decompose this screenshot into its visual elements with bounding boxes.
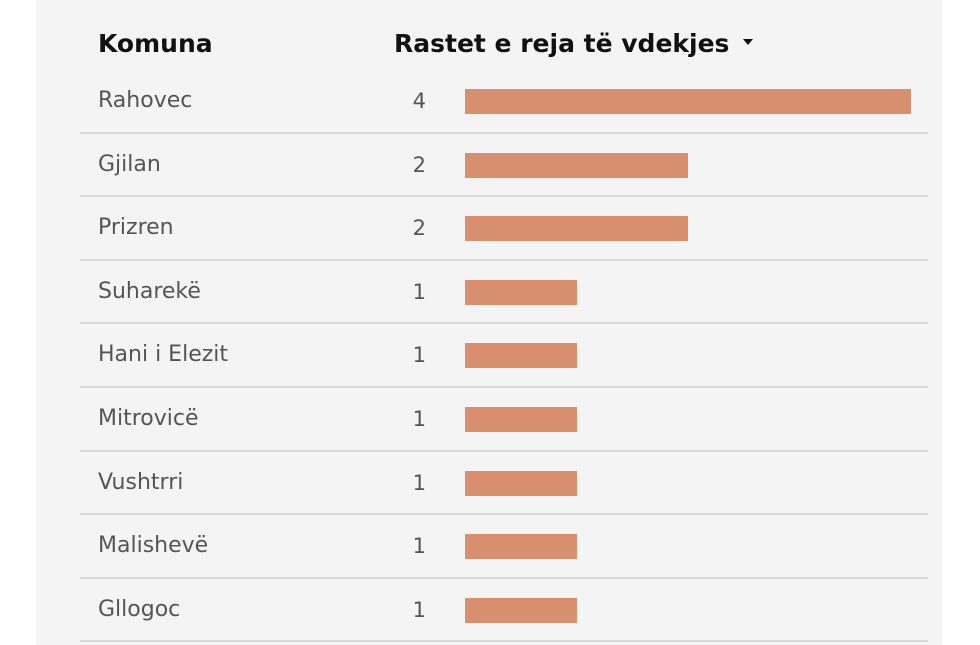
row-komuna-name: Malishevë <box>98 533 209 559</box>
table-row: Malishevë 1 <box>80 515 928 579</box>
row-komuna-name: Mitrovicë <box>98 405 199 431</box>
table-row: Rahovec 4 <box>80 70 928 134</box>
row-value-label: 1 <box>412 470 426 495</box>
table-row: Gjilan 2 <box>80 134 928 198</box>
row-bar <box>465 216 688 242</box>
row-value-label: 1 <box>412 343 426 368</box>
row-value-label: 2 <box>412 152 426 177</box>
row-value-label: 1 <box>412 597 426 622</box>
row-komuna-name: Suharekë <box>98 278 201 304</box>
row-bar <box>465 470 577 496</box>
row-value-label: 1 <box>412 534 426 559</box>
row-komuna-name: Gjilan <box>98 151 161 177</box>
table-panel: Komuna Rastet e reja të vdekjes Rahovec 4… <box>36 0 942 645</box>
column-header-value-label: Rastet e reja të vdekjes <box>394 29 730 58</box>
table-row: Suharekë 1 <box>80 261 928 325</box>
table-header: Komuna Rastet e reja të vdekjes <box>98 28 928 62</box>
row-komuna-name: Rahovec <box>98 88 193 113</box>
caret-down-icon[interactable] <box>743 39 754 45</box>
row-value-label: 4 <box>412 89 426 113</box>
row-bar <box>465 152 688 178</box>
row-bar <box>465 534 577 560</box>
row-value-label: 2 <box>412 216 426 241</box>
column-header-value[interactable]: Rastet e reja të vdekjes <box>394 28 754 60</box>
row-value-label: 1 <box>412 406 426 431</box>
table-body: Rahovec 4 Gjilan 2 Prizren 2 Suharekë 1 Hani i E… <box>80 70 928 643</box>
table-row: Mitrovicë 1 <box>80 388 928 452</box>
column-header-komuna[interactable]: Komuna <box>98 29 213 58</box>
row-komuna-name: Prizren <box>98 215 174 241</box>
row-bar <box>465 406 577 432</box>
row-bar <box>465 597 577 623</box>
row-komuna-name: Gllogoc <box>98 596 181 622</box>
row-value-label: 1 <box>412 279 426 304</box>
row-komuna-name: Hani i Elezit <box>98 342 229 368</box>
row-komuna-name: Vushtrri <box>98 469 184 495</box>
table-row: Vushtrri 1 <box>80 452 928 516</box>
table-row: Prizren 2 <box>80 197 928 261</box>
table-row: Gllogoc 1 <box>80 579 928 643</box>
row-bar <box>465 343 577 369</box>
row-bar <box>465 279 577 305</box>
table-row: Hani i Elezit 1 <box>80 324 928 388</box>
row-bar <box>465 89 911 114</box>
